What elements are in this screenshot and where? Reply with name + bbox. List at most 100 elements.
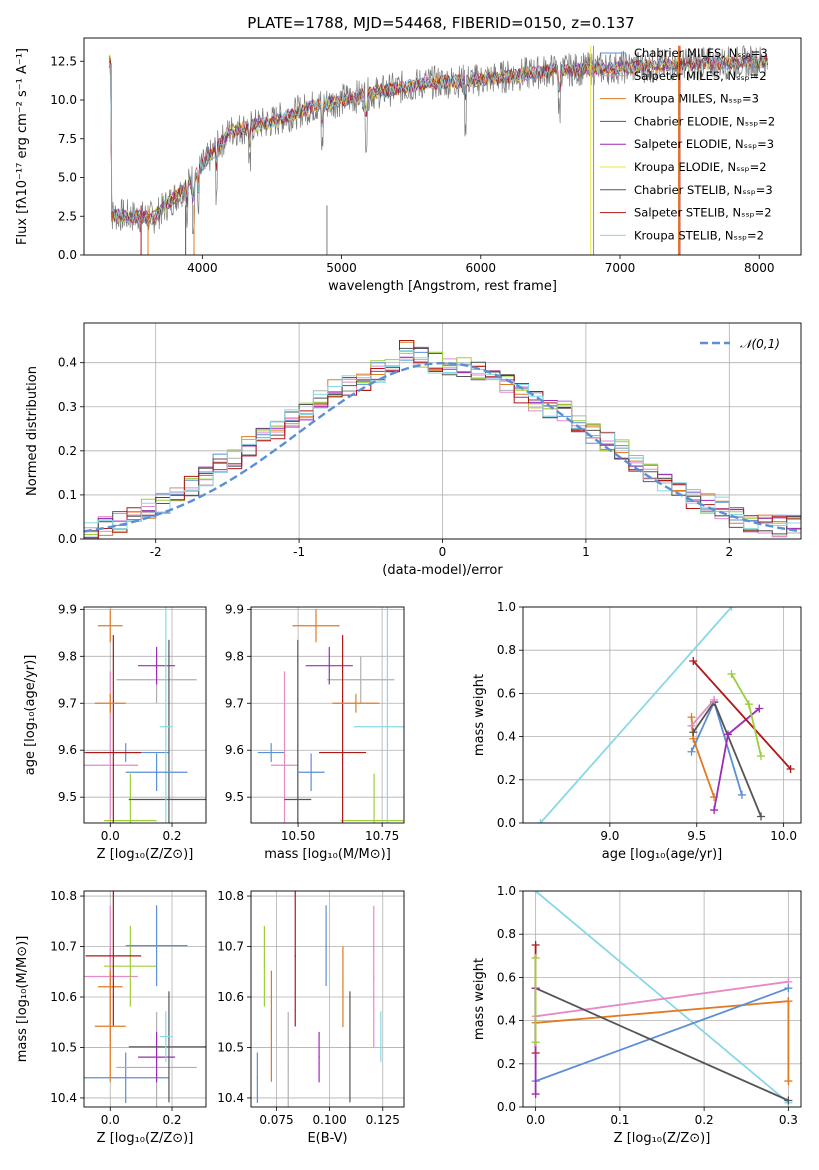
plot-layer: 4000 5000 6000 7000 80000.02.55.07.510.012.5… bbox=[15, 37, 802, 1146]
spectrum-data-line bbox=[108, 45, 768, 235]
weight-line bbox=[535, 987, 789, 1082]
weight-marker bbox=[687, 747, 696, 756]
weight-vs-age-ytick-label: 1.0 bbox=[497, 600, 516, 614]
weight-marker bbox=[727, 607, 736, 611]
mass-vs-metallicity-plot-area bbox=[84, 891, 206, 1107]
weight-vs-age-ytick-label: 0.8 bbox=[497, 643, 516, 657]
age-vs-metallicity-ylabel: age [log₁₀(age/yr)] bbox=[23, 655, 38, 776]
spectrum-ytick-label: 2.5 bbox=[58, 209, 77, 223]
weight-marker bbox=[710, 806, 719, 815]
histogram-step-series bbox=[84, 340, 801, 539]
spectrum-xtick-label: 4000 bbox=[187, 261, 218, 275]
age-vs-mass-ytick-label: 9.9 bbox=[225, 602, 244, 616]
weight-marker bbox=[784, 984, 793, 993]
spectrum-xtick-label: 7000 bbox=[605, 261, 636, 275]
residual-histogram-ytick-label: 0.4 bbox=[58, 356, 77, 370]
age-vs-mass-ytick-label: 9.6 bbox=[225, 743, 244, 757]
weight-marker bbox=[687, 721, 696, 730]
mass-vs-extinction-ytick-label: 10.5 bbox=[217, 1040, 244, 1054]
weight-marker bbox=[786, 765, 795, 773]
weight-vs-metallicity-plot-area bbox=[531, 891, 793, 1107]
age-vs-mass-ytick-label: 9.7 bbox=[225, 696, 244, 710]
weight-line bbox=[692, 700, 762, 817]
normal-curve bbox=[84, 361, 801, 533]
mass-vs-metallicity-ytick-label: 10.4 bbox=[50, 1091, 77, 1105]
legend-entry: Kroupa STELIB, Nₛₛₚ=2 bbox=[634, 228, 764, 242]
spectrum-xlabel: wavelength [Angstrom, rest frame] bbox=[328, 279, 557, 294]
residual-histogram-ytick-label: 0.1 bbox=[58, 488, 77, 502]
weight-vs-metallicity-ytick-label: 0.8 bbox=[497, 927, 516, 941]
weight-vs-metallicity-frame bbox=[522, 890, 802, 1108]
weight-marker bbox=[531, 891, 540, 895]
residual-histogram-ytick-label: 0.0 bbox=[58, 532, 77, 546]
weight-vs-age-xtick-label: 9.0 bbox=[600, 829, 619, 843]
mass-vs-extinction-ytick-label: 10.7 bbox=[217, 940, 244, 954]
legend-entry: Salpeter MILES, Nₛₛₚ=2 bbox=[634, 69, 767, 83]
weight-marker bbox=[784, 997, 793, 1006]
spectrum-panel: 4000 5000 6000 7000 8000 0.0 2.5 5.0 7.5 10.0 12.5… bbox=[15, 37, 802, 294]
mass-vs-extinction-xlabel: E(B-V) bbox=[307, 1131, 347, 1146]
weight-marker bbox=[724, 730, 733, 739]
histogram-step-series bbox=[84, 350, 801, 539]
weight-marker bbox=[755, 704, 764, 713]
age-vs-mass-ytick-label: 9.8 bbox=[225, 649, 244, 663]
weight-vs-metallicity-xlabel: Z [log₁₀(Z/Z⊙)] bbox=[614, 1131, 711, 1146]
residual-histogram-xtick-label: 0 bbox=[439, 545, 447, 559]
spectrum-legend: Chabrier MILES, Nₛₛₚ=3 Salpeter MILES, Nₛ… bbox=[600, 46, 775, 242]
age-vs-mass-xtick-label: 10.75 bbox=[365, 829, 399, 843]
weight-vs-metallicity-panel: 0.0 0.1 0.2 0.3 0.0 0.2 0.4 0.6 0.8 1.0 Z [log₁₀(Z… bbox=[472, 884, 802, 1146]
weight-marker bbox=[737, 790, 746, 799]
weight-vs-metallicity-xtick-label: 0.3 bbox=[779, 1113, 798, 1127]
mass-vs-metallicity-xtick-label: 0.2 bbox=[162, 1113, 181, 1127]
legend-entry: Chabrier MILES, Nₛₛₚ=3 bbox=[634, 46, 768, 60]
mass-vs-extinction-ytick-label: 10.8 bbox=[217, 889, 244, 903]
weight-marker bbox=[689, 728, 698, 737]
weight-vs-age-ytick-label: 0.2 bbox=[497, 773, 516, 787]
weight-line bbox=[539, 607, 733, 823]
weight-vs-age-xlabel: age [log₁₀(age/yr)] bbox=[602, 847, 723, 862]
legend-entry: 𝒩(0,1) bbox=[740, 337, 780, 351]
age-vs-metallicity-panel: 0.0 0.2 9.5 9.6 9.7 9.8 9.9 Z [log₁₀(Z/Z⊙)] age … bbox=[23, 602, 207, 862]
weight-marker bbox=[689, 657, 698, 665]
weight-line bbox=[535, 891, 789, 1104]
weight-vs-age-plot-area bbox=[536, 607, 795, 823]
weight-vs-age-xtick-label: 9.5 bbox=[687, 829, 706, 843]
weight-vs-age-frame bbox=[522, 606, 802, 824]
weight-vs-metallicity-ytick-label: 0.0 bbox=[497, 1100, 516, 1114]
weight-line bbox=[730, 673, 762, 757]
weight-marker bbox=[757, 812, 766, 821]
mass-vs-extinction-panel: 0.075 0.100 0.125 10.4 10.5 10.6 10.7 10.8 E(B-V… bbox=[217, 889, 405, 1146]
age-vs-mass-panel: 10.50 10.75 9.5 9.6 9.7 9.8 9.9 mass [log₁₀(M/M… bbox=[225, 602, 405, 862]
age-vs-metallicity-xtick-label: 0.2 bbox=[162, 829, 181, 843]
spectrum-frame bbox=[83, 37, 802, 256]
age-vs-metallicity-xlabel: Z [log₁₀(Z/Z⊙)] bbox=[97, 847, 194, 862]
spectrum-ytick-label: 5.0 bbox=[58, 171, 77, 185]
age-vs-metallicity-xtick-label: 0.0 bbox=[101, 829, 120, 843]
spectrum-ytick-label: 12.5 bbox=[50, 54, 77, 68]
weight-marker bbox=[710, 695, 719, 704]
age-vs-metallicity-ytick-label: 9.7 bbox=[58, 696, 77, 710]
age-vs-mass-ytick-label: 9.5 bbox=[225, 790, 244, 804]
mass-vs-metallicity-ytick-label: 10.7 bbox=[50, 940, 77, 954]
residual-histogram-ytick-label: 0.3 bbox=[58, 400, 77, 414]
age-vs-mass-xlabel: mass [log₁₀(M/M⊙)] bbox=[264, 847, 391, 862]
spectrum-xtick-label: 6000 bbox=[466, 261, 497, 275]
mass-vs-metallicity-frame bbox=[83, 890, 207, 1108]
mass-vs-extinction-ytick-label: 10.6 bbox=[217, 990, 244, 1004]
residual-histogram-xlabel: (data-model)/error bbox=[382, 563, 503, 578]
weight-marker bbox=[687, 713, 696, 722]
age-vs-metallicity-frame bbox=[83, 606, 207, 824]
weight-vs-metallicity-xtick-label: 0.1 bbox=[610, 1113, 629, 1127]
weight-vs-metallicity-ylabel: mass weight bbox=[472, 958, 487, 1040]
residual-histogram-xtick-label: -2 bbox=[150, 545, 162, 559]
weight-marker bbox=[757, 752, 766, 761]
mass-vs-extinction-xtick-label: 0.075 bbox=[259, 1113, 293, 1127]
weight-vs-metallicity-ytick-label: 0.2 bbox=[497, 1057, 516, 1071]
legend-entry: Kroupa ELODIE, Nₛₛₚ=2 bbox=[634, 160, 767, 174]
mass-vs-metallicity-xlabel: Z [log₁₀(Z/Z⊙)] bbox=[97, 1131, 194, 1146]
legend-entry: Salpeter ELODIE, Nₛₛₚ=3 bbox=[634, 137, 774, 151]
weight-vs-metallicity-ytick-label: 0.6 bbox=[497, 970, 516, 984]
weight-vs-metallicity-xtick-label: 0.2 bbox=[695, 1113, 714, 1127]
legend-entry: Salpeter STELIB, Nₛₛₚ=2 bbox=[634, 206, 772, 220]
